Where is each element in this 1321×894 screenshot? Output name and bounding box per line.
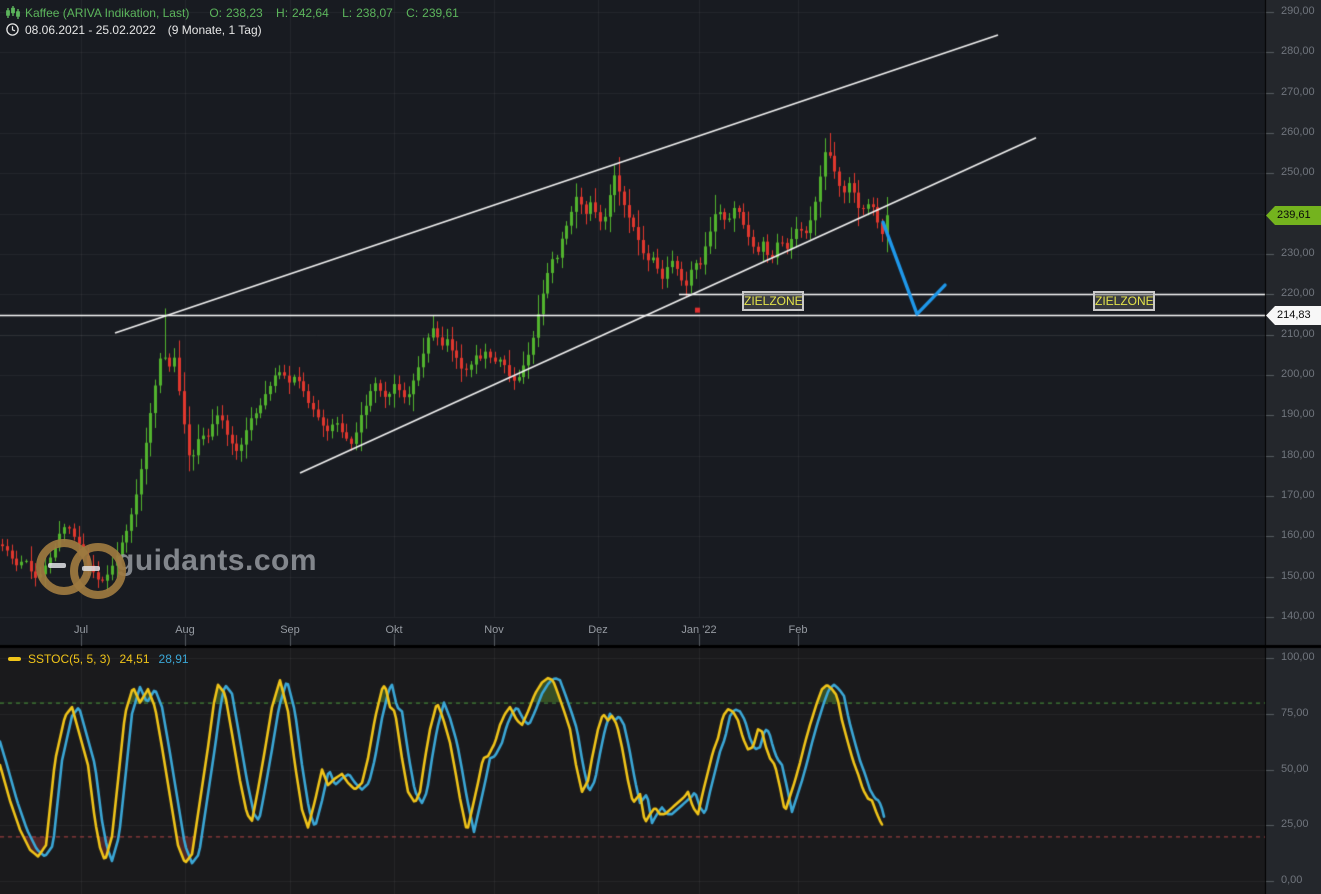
price-axis-label: 200,00 <box>1281 367 1315 380</box>
price-axis-label: 250,00 <box>1281 166 1315 179</box>
duration-text: (9 Monate, 1 Tag) <box>167 22 262 37</box>
price-axis-label: 230,00 <box>1281 246 1315 259</box>
month-label: Nov <box>484 624 504 636</box>
high-value: 242,64 <box>292 5 329 20</box>
instrument-title[interactable]: Kaffee (ARIVA Indikation, Last) <box>25 5 190 20</box>
last-price-badge: 239,61 <box>1266 206 1321 225</box>
clock-icon <box>6 23 20 36</box>
close-label: C: <box>406 5 419 20</box>
stoch-axis-label: 100,00 <box>1281 651 1315 663</box>
stoch-axis-label: 75,00 <box>1281 706 1309 719</box>
price-axis-label: 160,00 <box>1281 529 1315 542</box>
target-zone-label-2[interactable]: ZIELZONE <box>1093 291 1155 311</box>
month-label: Dez <box>588 624 608 636</box>
price-axis-label: 180,00 <box>1281 448 1315 461</box>
price-axis-label: 210,00 <box>1281 327 1315 340</box>
date-range: 08.06.2021 - 25.02.2022 <box>25 22 156 37</box>
stoch-axis-label: 25,00 <box>1281 818 1309 831</box>
stochastic-k-value: 24,51 <box>119 652 150 666</box>
ohlc-readout: O: 238,23 H: 242,64 L: 238,07 C: 239,61 <box>199 6 459 20</box>
price-axis-label: 260,00 <box>1281 125 1315 138</box>
stochastic-name: SSTOC(5, 5, 3) <box>28 652 111 666</box>
price-axis-label: 270,00 <box>1281 85 1315 98</box>
low-value: 238,07 <box>356 5 393 20</box>
high-label: H: <box>276 5 289 20</box>
stoch-axis-label: 50,00 <box>1281 762 1309 775</box>
open-value: 238,23 <box>226 5 263 20</box>
price-axis-label: 190,00 <box>1281 408 1315 421</box>
month-label: Aug <box>175 624 195 636</box>
instrument-header: Kaffee (ARIVA Indikation, Last) O: 238,23… <box>6 5 459 39</box>
close-value: 239,61 <box>422 5 459 20</box>
stochastic-legend-dash-icon <box>8 657 21 661</box>
level-price-badge: 214,83 <box>1266 306 1321 325</box>
month-label: Jan '22 <box>681 624 717 636</box>
price-axis-label: 280,00 <box>1281 45 1315 58</box>
target-zone-label-1[interactable]: ZIELZONE <box>742 291 804 311</box>
stoch-axis-label: 0,00 <box>1281 874 1303 886</box>
price-axis-label: 290,00 <box>1281 5 1315 17</box>
candlestick-icon <box>6 6 20 19</box>
open-label: O: <box>209 5 222 20</box>
month-label: Jul <box>73 624 89 636</box>
price-axis-label: 150,00 <box>1281 569 1315 582</box>
price-axis-label: 140,00 <box>1281 609 1315 622</box>
month-label: Feb <box>788 624 808 636</box>
month-label: Okt <box>385 624 403 636</box>
price-axis-label: 220,00 <box>1281 287 1315 300</box>
stochastic-legend[interactable]: SSTOC(5, 5, 3) 24,51 28,91 <box>8 652 189 666</box>
low-label: L: <box>342 5 353 20</box>
stochastic-d-value: 28,91 <box>158 652 189 666</box>
price-axis-label: 170,00 <box>1281 488 1315 501</box>
month-label: Sep <box>280 624 300 636</box>
